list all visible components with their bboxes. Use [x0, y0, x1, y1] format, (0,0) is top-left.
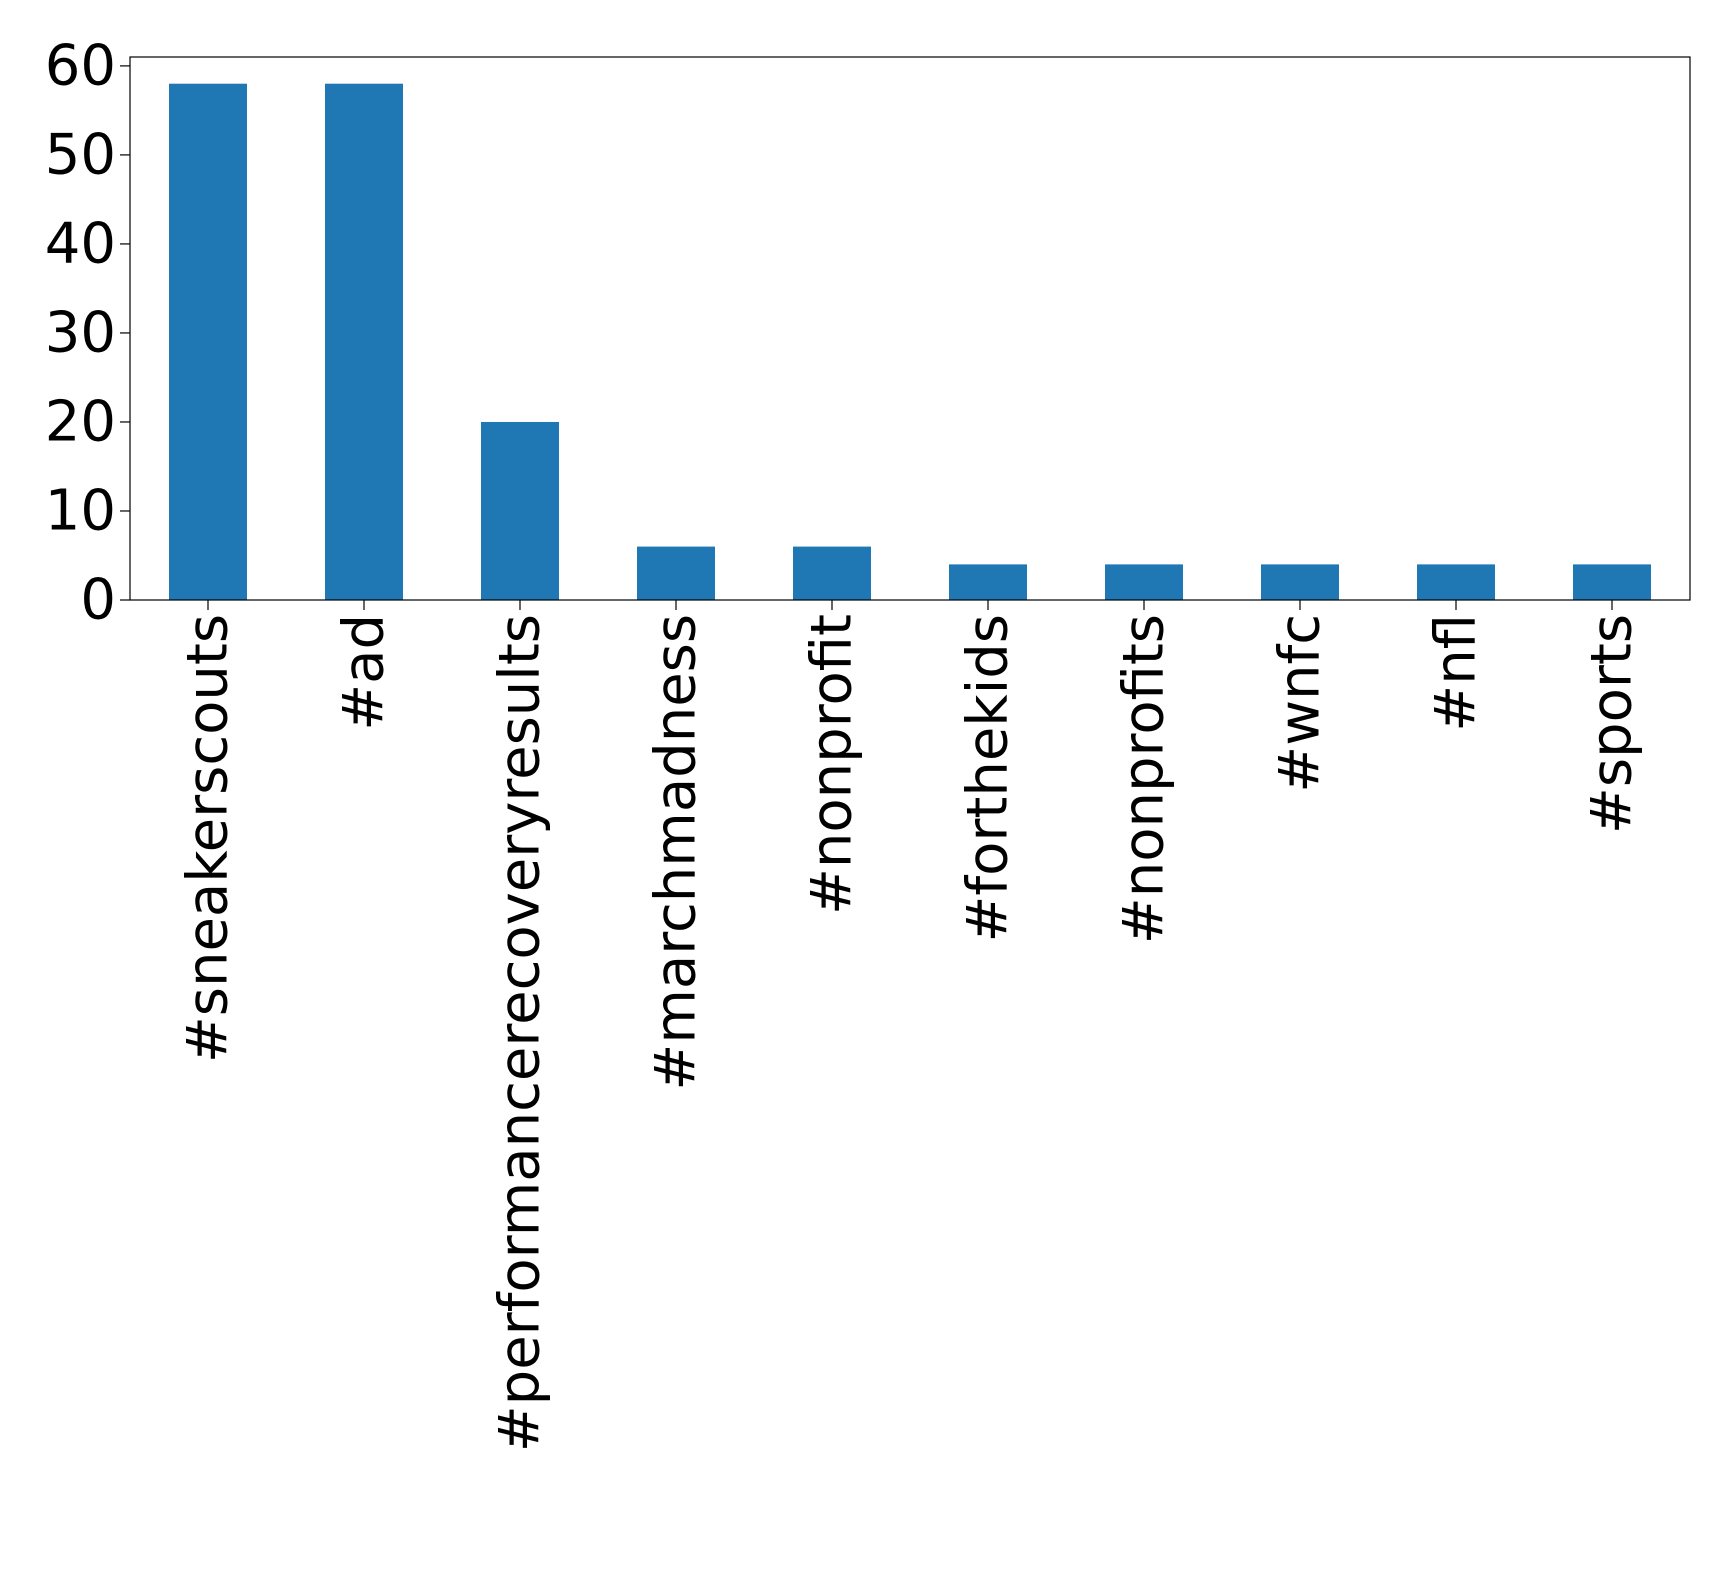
y-tick-label: 50 — [45, 122, 116, 187]
bar-nfl — [1417, 564, 1495, 600]
bar-forthekids — [949, 564, 1027, 600]
x-tick-label: #sports — [1580, 614, 1645, 834]
y-tick-label: 20 — [45, 389, 116, 454]
y-tick-label: 10 — [45, 478, 116, 543]
bar-nonprofits — [1105, 564, 1183, 600]
x-tick-label: #nonprofit — [800, 614, 865, 915]
x-tick-label: #nfl — [1424, 614, 1489, 732]
y-tick-label: 30 — [45, 300, 116, 365]
y-tick-label: 0 — [80, 568, 116, 633]
x-tick-label: #wnfc — [1268, 614, 1333, 793]
bar-nonprofit — [793, 546, 871, 600]
bar-sneakerscouts — [169, 83, 247, 601]
y-tick-label: 60 — [45, 33, 116, 98]
y-axis: 0 10 20 30 40 50 60 — [45, 33, 130, 633]
bar-performancerecoveryresults — [481, 421, 559, 600]
y-tick-label: 40 — [45, 211, 116, 276]
x-axis: #sneakerscouts #ad #performancerecoveryres… — [176, 600, 1645, 1452]
x-tick-label: #forthekids — [956, 614, 1021, 943]
x-tick-label: #performancerecoveryresults — [488, 614, 553, 1452]
x-tick-label: #nonprofits — [1112, 614, 1177, 944]
bar-ad — [325, 83, 403, 601]
bars-layer — [169, 83, 1651, 601]
bar-wnfc — [1261, 564, 1339, 600]
x-tick-label: #sneakerscouts — [176, 614, 241, 1063]
plot-frame — [129, 56, 1691, 601]
x-tick-label: #marchmadness — [644, 614, 709, 1091]
bar-marchmadness — [637, 546, 715, 600]
bar-sports — [1573, 564, 1651, 600]
x-tick-label: #ad — [332, 614, 397, 731]
